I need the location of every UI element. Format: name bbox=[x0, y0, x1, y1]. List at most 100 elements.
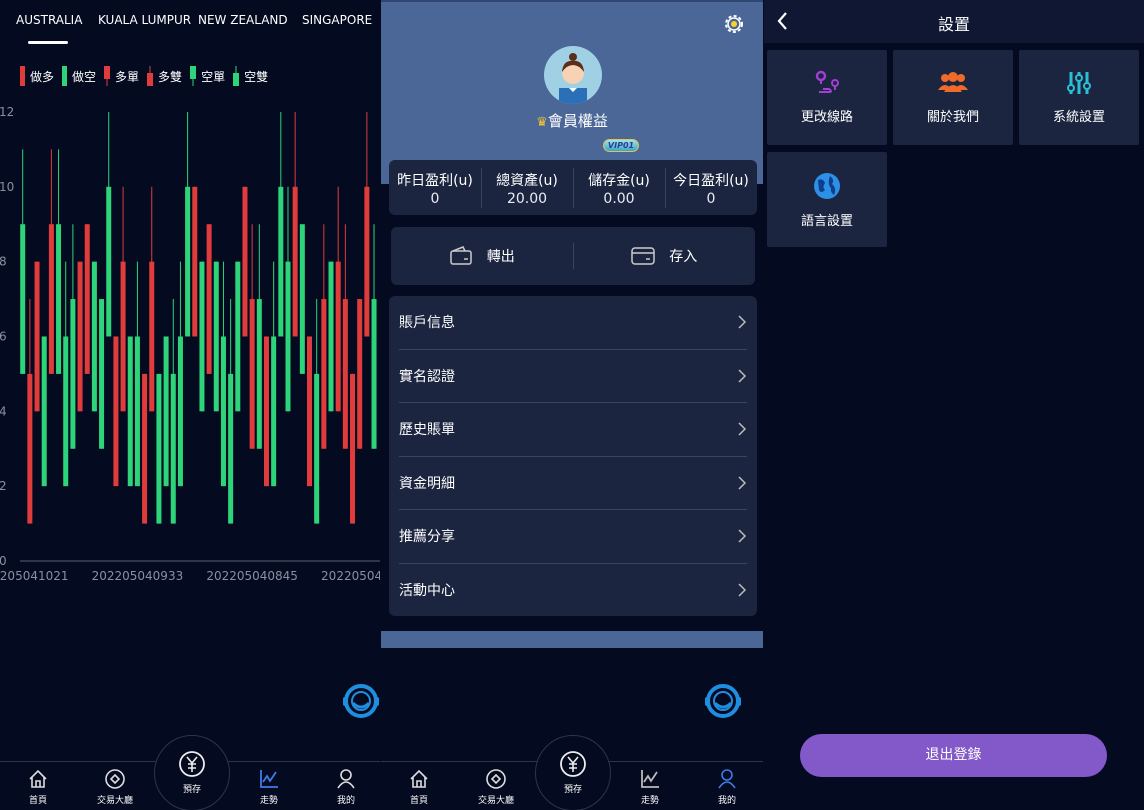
nav-trading-hall[interactable]: 交易大廳 bbox=[85, 768, 145, 806]
tab-kuala-lumpur[interactable]: KUALA LUMPUR bbox=[98, 13, 192, 27]
y-tick-label: 12 bbox=[0, 105, 14, 119]
candle-body bbox=[314, 373, 320, 524]
legend-item[interactable]: 空單 bbox=[190, 66, 225, 86]
vip-badge: VIP01 bbox=[603, 139, 639, 152]
legend-item[interactable]: 做空 bbox=[62, 66, 96, 86]
stat-total-assets: 總資產(u) 20.00 bbox=[481, 160, 573, 215]
candle-body bbox=[142, 373, 148, 524]
deposit-button[interactable]: 存入 bbox=[574, 246, 756, 266]
customer-service-icon[interactable] bbox=[340, 680, 380, 722]
menu-item[interactable]: 實名認證 bbox=[399, 350, 747, 403]
legend-item[interactable]: 空雙 bbox=[233, 66, 268, 86]
tile-label: 語言設置 bbox=[800, 214, 853, 229]
candle-body bbox=[206, 224, 212, 374]
candle-body bbox=[149, 261, 155, 412]
candle-body bbox=[185, 186, 191, 337]
chevron-right-icon bbox=[738, 369, 747, 383]
tile-language-settings[interactable]: 語言設置 bbox=[767, 152, 887, 247]
stat-value: 20.00 bbox=[506, 191, 548, 207]
legend-label: 多單 bbox=[115, 69, 140, 84]
profile-panel: ♛會員權益 VIP01 昨日盈利(u) 0 總資產(u) 20.00 儲存金(u) 0… bbox=[381, 0, 763, 810]
candle-body bbox=[170, 373, 176, 524]
candle-body bbox=[41, 336, 47, 487]
nav-label: 交易大廳 bbox=[96, 796, 133, 806]
candle-body bbox=[256, 299, 262, 449]
candle-body bbox=[56, 224, 62, 374]
tile-change-route[interactable]: 更改線路 bbox=[767, 50, 887, 145]
candle-body bbox=[371, 299, 377, 449]
legend-label: 做多 bbox=[30, 69, 55, 84]
nav-label: 首頁 bbox=[409, 796, 428, 806]
candle-body bbox=[271, 336, 277, 487]
candle-body bbox=[163, 336, 169, 487]
tile-label: 更改線路 bbox=[800, 110, 853, 125]
candle-body bbox=[134, 336, 140, 487]
chart-line-icon bbox=[641, 770, 659, 788]
member-benefits[interactable]: ♛會員權益 bbox=[381, 110, 763, 131]
candle-body bbox=[77, 261, 83, 412]
candle-body bbox=[156, 373, 162, 524]
candle-body bbox=[307, 336, 312, 487]
tile-label: 關於我們 bbox=[926, 110, 979, 125]
legend-item[interactable]: 做多 bbox=[20, 66, 54, 86]
candle-body bbox=[263, 336, 269, 487]
candle-body bbox=[249, 299, 255, 449]
y-tick-label: 10 bbox=[0, 180, 14, 194]
nav-trend[interactable]: 走勢 bbox=[620, 768, 680, 806]
nav-mine[interactable]: 我的 bbox=[316, 768, 376, 806]
chevron-right-icon bbox=[738, 529, 747, 543]
active-tab-indicator bbox=[28, 41, 68, 44]
member-label: 會員權益 bbox=[547, 112, 608, 130]
avatar[interactable] bbox=[544, 46, 602, 104]
tab-singapore[interactable]: SINGAPORE bbox=[302, 13, 373, 27]
settings-gear-icon[interactable] bbox=[720, 10, 748, 38]
back-arrow-icon[interactable] bbox=[776, 11, 790, 31]
nav-deposit[interactable]: 預存 bbox=[535, 735, 611, 810]
actions-card: 轉出 存入 bbox=[391, 227, 755, 285]
menu-item[interactable]: 歷史賬單 bbox=[399, 403, 747, 457]
x-tick-label: 202205040845 bbox=[206, 569, 298, 583]
legend-label: 做空 bbox=[72, 69, 97, 84]
tile-system-settings[interactable]: 系統設置 bbox=[1019, 50, 1139, 145]
tab-australia[interactable]: AUSTRALIA bbox=[16, 13, 83, 27]
menu-item[interactable]: 推薦分享 bbox=[399, 510, 747, 564]
legend-swatch bbox=[20, 66, 25, 86]
customer-service-icon[interactable] bbox=[702, 680, 744, 722]
candle-body bbox=[192, 186, 198, 337]
candle-body bbox=[113, 336, 119, 487]
candle-body bbox=[177, 336, 183, 487]
legend-label: 空雙 bbox=[244, 69, 269, 84]
tile-about-us[interactable]: 關於我們 bbox=[893, 50, 1013, 145]
legend-item[interactable]: 多雙 bbox=[147, 66, 182, 86]
divider bbox=[572, 243, 574, 269]
y-tick-label: 2 bbox=[0, 479, 7, 493]
nav-trend[interactable]: 走勢 bbox=[239, 768, 299, 806]
nav-trading-hall[interactable]: 交易大廳 bbox=[466, 768, 526, 806]
candle-body bbox=[278, 186, 284, 337]
tile-label: 系統設置 bbox=[1052, 110, 1105, 125]
stat-yesterday-profit: 昨日盈利(u) 0 bbox=[389, 160, 481, 215]
candle-body bbox=[27, 373, 33, 524]
candle-body bbox=[63, 336, 69, 487]
candle-body bbox=[84, 224, 90, 374]
nav-mine[interactable]: 我的 bbox=[697, 768, 757, 806]
candle-body bbox=[34, 261, 40, 412]
y-tick-label: 6 bbox=[0, 329, 7, 343]
stat-value: 0 bbox=[430, 191, 440, 207]
stat-label: 今日盈利(u) bbox=[673, 173, 749, 189]
nav-home[interactable]: 首頁 bbox=[8, 768, 68, 806]
menu-item[interactable]: 賬戶信息 bbox=[399, 296, 747, 350]
legend-item[interactable]: 多單 bbox=[104, 66, 139, 86]
withdraw-button[interactable]: 轉出 bbox=[391, 246, 573, 266]
bottom-nav: 首頁 交易大廳 預存 走勢 我的 bbox=[381, 735, 763, 810]
stat-label: 昨日盈利(u) bbox=[397, 173, 473, 189]
logout-button[interactable]: 退出登錄 bbox=[800, 734, 1107, 777]
menu-item-label: 資金明細 bbox=[399, 475, 455, 492]
nav-home[interactable]: 首頁 bbox=[389, 768, 449, 806]
nav-deposit[interactable]: 預存 bbox=[154, 735, 230, 810]
chart-line-icon bbox=[260, 770, 278, 788]
tab-new-zealand[interactable]: NEW ZEALAND bbox=[198, 13, 288, 27]
legend-candle-icon bbox=[190, 66, 197, 86]
menu-item[interactable]: 資金明細 bbox=[399, 457, 747, 510]
menu-item[interactable]: 活動中心 bbox=[399, 564, 747, 618]
